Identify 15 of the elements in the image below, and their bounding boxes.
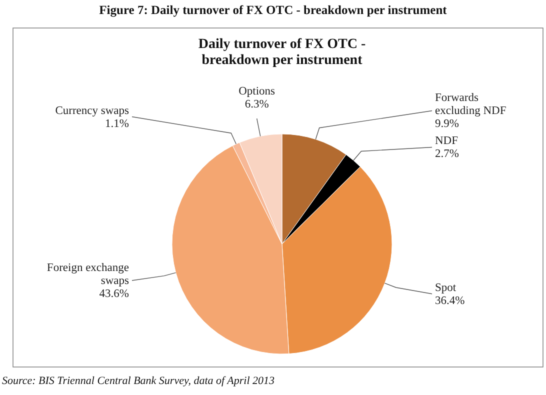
data-label: 9.9% (435, 118, 460, 130)
slice-label: Spot (435, 282, 457, 294)
data-label: 2.7% (435, 148, 460, 160)
source-note: Source: BIS Triennal Central Bank Survey, data of April 2013 (2, 375, 276, 387)
slice-label: NDF (435, 135, 458, 148)
slice-label: Options (238, 86, 276, 98)
data-label: 6.3% (244, 98, 270, 110)
data-label: 43.6% (99, 288, 130, 300)
slice-label: Foreign exchange swaps (46, 262, 130, 288)
chart-subtitle: Daily turnover of FX OTC - breakdown per instrument (198, 37, 366, 68)
slice-label: Forwards excluding NDF (435, 92, 506, 118)
slice-label: Currency swaps (55, 104, 130, 117)
chart-title: Figure 7: Daily turnover of FX OTC - breakdown per instrument (99, 3, 448, 17)
data-label: 36.4% (435, 294, 466, 307)
data-label: 1.1% (105, 118, 130, 130)
